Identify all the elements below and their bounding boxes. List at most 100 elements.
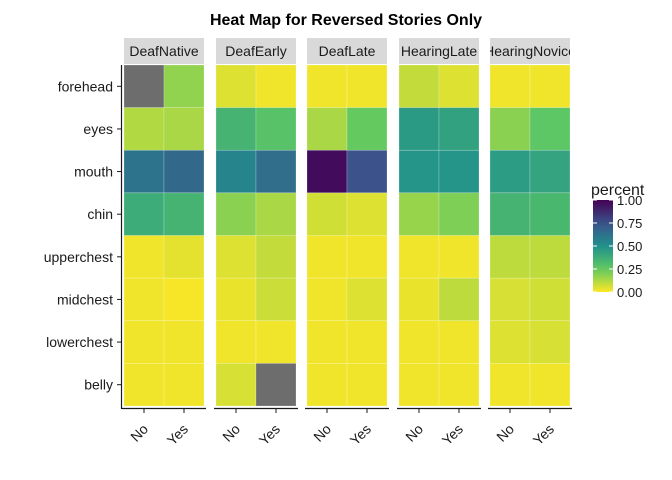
heatmap-cell	[255, 320, 297, 364]
y-tick-label: chin	[87, 206, 113, 222]
y-tick-label: belly	[84, 377, 113, 393]
heatmap-cell	[215, 363, 257, 407]
heatmap-cell	[346, 107, 388, 151]
facet-panel-deaflate: DeafLate No Yes	[305, 38, 389, 448]
heatmap-cell	[255, 192, 297, 236]
heatmap-cell	[306, 107, 348, 151]
heatmap-cell	[346, 277, 388, 322]
y-tick-label: midchest	[57, 291, 113, 307]
facet-panel-deafearly: DeafEarly No Yes	[214, 38, 298, 448]
heatmap-cell	[398, 64, 440, 108]
facet-strip	[216, 38, 296, 64]
legend: percent 0.00 0.25 0.50 0.75 1.00	[591, 182, 645, 300]
heatmap-cell	[489, 363, 531, 407]
heatmap-cell	[489, 235, 531, 279]
heatmap-cell	[215, 149, 257, 194]
heatmap-cell	[438, 192, 480, 236]
legend-colorbar	[593, 200, 613, 292]
heatmap-cell	[163, 363, 205, 407]
heatmap-cell	[529, 363, 571, 407]
heatmap-cell	[215, 192, 257, 236]
facet-strip	[399, 38, 479, 64]
heatmap-cell	[123, 363, 165, 407]
legend-tick-label: 0.25	[617, 262, 642, 277]
heatmap-cell	[398, 277, 440, 322]
y-tick-label: upperchest	[44, 249, 113, 265]
heatmap-cell	[398, 149, 440, 194]
heatmap-cell	[529, 192, 571, 236]
x-tick-label: No	[402, 421, 426, 445]
heatmap-cell	[438, 363, 480, 407]
x-tick-label: No	[310, 421, 334, 445]
heatmap-cell	[346, 320, 388, 364]
heatmap-cell	[438, 235, 480, 279]
heatmap-cell	[306, 277, 348, 322]
heatmap-cell	[438, 320, 480, 364]
facet-strip-label: DeafNative	[129, 43, 198, 59]
heatmap-cell	[398, 235, 440, 279]
legend-tick-label: 1.00	[617, 193, 642, 208]
heatmap-cell	[438, 107, 480, 151]
heatmap-cell	[255, 64, 297, 108]
heatmap-cell	[529, 149, 571, 194]
facet-strip	[490, 38, 570, 64]
heatmap-cell	[489, 320, 531, 364]
heatmap-cell	[215, 235, 257, 279]
heatmap-cell	[255, 107, 297, 151]
heatmap-cell	[346, 149, 388, 194]
heatmap-cell	[215, 107, 257, 151]
heatmap-cell	[346, 235, 388, 279]
heatmap-cell	[123, 320, 165, 364]
heatmap-cell	[163, 149, 205, 194]
heatmap-cell	[398, 107, 440, 151]
heatmap-cell	[489, 64, 531, 108]
heatmap-cell	[255, 235, 297, 279]
x-tick-label: Yes	[439, 421, 466, 448]
heatmap-cell	[438, 64, 480, 108]
heatmap-cell	[123, 192, 165, 236]
facet-strip-label: HearingNovice	[484, 43, 576, 59]
y-tick-label: eyes	[83, 121, 113, 137]
heatmap-cell	[163, 107, 205, 151]
heatmap-cell	[529, 320, 571, 364]
x-tick-label: No	[219, 421, 243, 445]
legend-title: percent	[591, 182, 645, 199]
heatmap-cell	[398, 320, 440, 364]
facet-strip	[307, 38, 387, 64]
facet-strip-label: DeafLate	[319, 43, 376, 59]
facet-strip-label: DeafEarly	[225, 43, 286, 59]
heatmap-cell	[163, 320, 205, 364]
heatmap-cell	[529, 277, 571, 322]
heatmap-cell	[255, 149, 297, 194]
heatmap-cell	[346, 363, 388, 407]
heatmap-cell	[306, 192, 348, 236]
legend-tick-label: 0.50	[617, 239, 642, 254]
heatmap-cell	[346, 192, 388, 236]
heatmap-cell	[163, 64, 205, 108]
y-tick-label: lowerchest	[46, 334, 113, 350]
heatmap-cell	[489, 107, 531, 151]
heatmap-cell	[489, 277, 531, 322]
heatmap-cell	[489, 192, 531, 236]
legend-tick-label: 0.00	[617, 285, 642, 300]
heatmap-cell	[398, 192, 440, 236]
heatmap-cell	[215, 277, 257, 322]
heatmap-cell	[438, 277, 480, 322]
heatmap-cell	[163, 277, 205, 322]
heatmap-cell	[529, 235, 571, 279]
y-tick-label: mouth	[74, 164, 113, 180]
heatmap-cell	[123, 235, 165, 279]
y-tick-label: forehead	[58, 78, 113, 94]
heatmap-cell	[306, 363, 348, 407]
heatmap-cell	[398, 363, 440, 407]
heatmap-cell	[306, 64, 348, 108]
heatmap-cell	[215, 320, 257, 364]
heatmap-cell	[346, 64, 388, 108]
x-tick-label: Yes	[347, 421, 374, 448]
heatmap-cell	[489, 149, 531, 194]
facet-panels: DeafNative No Yes DeafEarly No Yes DeafLate No Y…	[122, 38, 576, 448]
x-tick-label: No	[493, 421, 517, 445]
facet-panel-hearinglate: HearingLate No Yes	[397, 38, 481, 448]
heatmap-cell	[123, 149, 165, 194]
